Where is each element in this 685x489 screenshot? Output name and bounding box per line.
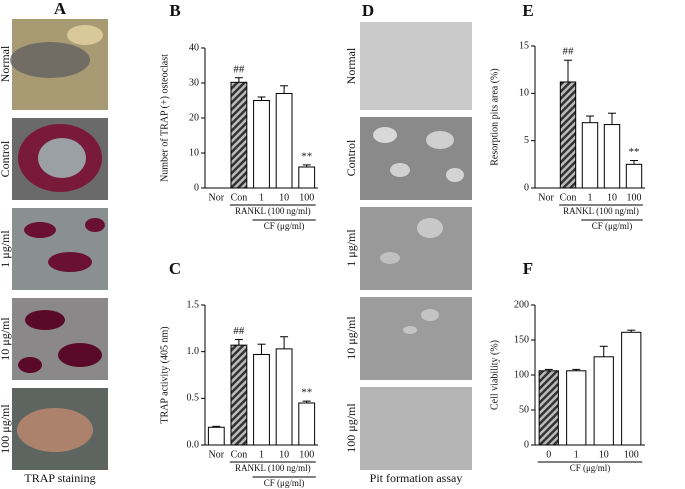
y-tick-label: 50 <box>519 404 529 415</box>
y-axis-label: Resorption pits area (%) <box>489 68 500 165</box>
y-tick-label: 100 <box>514 369 529 380</box>
y-tick-label: 0.0 <box>187 439 200 450</box>
bar <box>275 93 293 189</box>
bar <box>625 163 643 189</box>
x-tick-label: 100 <box>299 449 314 460</box>
panel-letter: D <box>362 1 374 20</box>
y-axis-label: Cell viability (%) <box>489 340 500 410</box>
significance: ** <box>301 387 312 399</box>
trap-photos <box>10 19 108 470</box>
x-tick-label: 10 <box>279 449 289 460</box>
panel-letter: B <box>169 1 180 20</box>
significance: ** <box>629 146 640 158</box>
y-tick-label: 0 <box>524 439 529 450</box>
y-tick-label: 0.5 <box>187 393 200 404</box>
y-tick-label: 40 <box>189 42 199 53</box>
group-label: CF (μg/ml) <box>570 463 611 473</box>
x-tick-label: 100 <box>624 449 639 460</box>
x-tick-label: 0 <box>546 449 551 460</box>
panel-letter: E <box>522 1 533 20</box>
y-tick-label: 10 <box>519 88 529 99</box>
significance: ## <box>233 325 245 337</box>
row-label: 1 μg/ml <box>0 230 12 268</box>
row-label: 10 μg/ml <box>344 316 358 360</box>
bar <box>621 331 642 446</box>
row-label: Control <box>0 140 12 177</box>
x-tick-label: 100 <box>299 192 314 203</box>
y-tick-label: 0 <box>524 182 529 193</box>
row-label: Control <box>344 139 358 176</box>
x-tick-label: 1 <box>259 449 264 460</box>
panel-letter: A <box>54 0 67 18</box>
bar <box>275 348 293 446</box>
bar <box>593 356 614 446</box>
y-tick-label: 200 <box>514 299 529 310</box>
x-tick-label: 10 <box>607 192 617 203</box>
group-label: CF (μg/ml) <box>264 221 305 231</box>
pit-photos <box>360 22 472 470</box>
row-label: Normal <box>344 47 358 84</box>
x-tick-label: 10 <box>599 449 609 460</box>
group-label: RANKL (100 ng/ml) <box>235 463 311 473</box>
x-tick-label: Nor <box>209 192 225 203</box>
bar <box>253 353 270 446</box>
bar <box>559 81 577 189</box>
x-tick-label: 10 <box>279 192 289 203</box>
panel-caption: TRAP staining <box>24 471 95 485</box>
bar <box>298 166 316 189</box>
x-tick-label: Con <box>231 449 248 460</box>
panel-letter: F <box>523 259 533 278</box>
bar <box>230 81 248 189</box>
y-tick-label: 30 <box>189 77 199 88</box>
x-tick-label: Con <box>560 192 577 203</box>
group-label: CF (μg/ml) <box>264 478 305 488</box>
row-label: 10 μg/ml <box>0 317 12 361</box>
bar <box>298 402 316 446</box>
row-label: Normal <box>0 45 12 82</box>
y-tick-label: 10 <box>189 147 199 158</box>
significance: ** <box>301 150 312 162</box>
significance: ## <box>233 63 245 75</box>
x-tick-label: 1 <box>588 192 593 203</box>
bar <box>603 124 621 189</box>
x-tick-label: 100 <box>627 192 642 203</box>
y-tick-label: 0 <box>194 182 199 193</box>
group-label: RANKL (100 ng/ml) <box>563 206 639 216</box>
x-tick-label: 1 <box>259 192 264 203</box>
y-tick-label: 20 <box>189 112 199 123</box>
panel-letter: C <box>169 259 181 278</box>
bar <box>253 100 270 189</box>
group-label: RANKL (100 ng/ml) <box>235 206 311 216</box>
bar <box>566 370 587 446</box>
bar <box>581 122 599 189</box>
row-label: 1 μg/ml <box>344 229 358 267</box>
group-label: CF (μg/ml) <box>592 221 633 231</box>
x-tick-label: 1 <box>574 449 579 460</box>
x-tick-label: Nor <box>209 449 225 460</box>
y-tick-label: 5 <box>524 135 529 146</box>
significance: ## <box>563 46 575 58</box>
y-tick-label: 15 <box>519 40 529 51</box>
x-tick-label: Con <box>231 192 248 203</box>
x-tick-label: Nor <box>538 192 554 203</box>
y-tick-label: 150 <box>514 334 529 345</box>
y-axis-label: TRAP activity (405 nm) <box>159 326 170 423</box>
y-tick-label: 1.0 <box>187 346 200 357</box>
row-label: 100 μg/ml <box>344 403 358 453</box>
panel-caption: Pit formation assay <box>370 471 463 485</box>
bar <box>538 370 559 446</box>
row-label: 100 μg/ml <box>0 404 12 454</box>
y-axis-label: Number of TRAP (+) osteoclast <box>159 54 170 182</box>
bar <box>207 426 225 446</box>
y-tick-label: 1.5 <box>187 299 200 310</box>
bar <box>230 344 248 446</box>
